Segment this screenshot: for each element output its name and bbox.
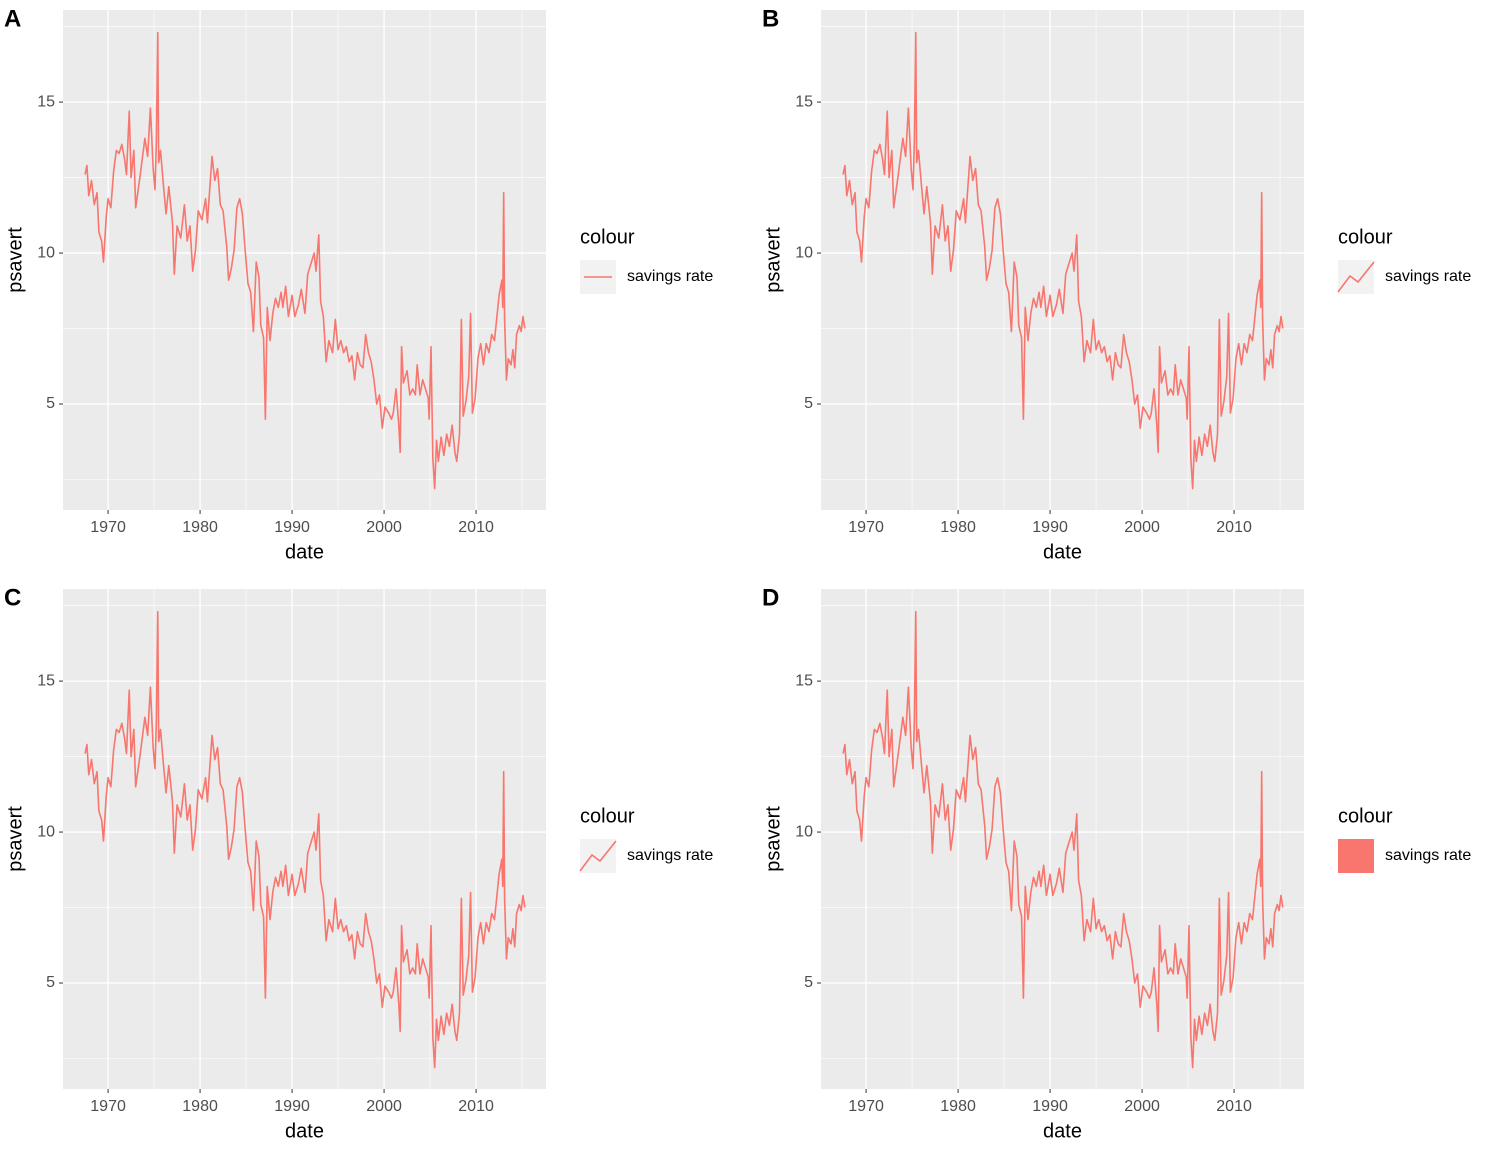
x-axis-title: date [285,541,324,563]
x-tick-label: 1980 [182,519,218,536]
legend-key-background [1338,260,1374,294]
legend-label: savings rate [1385,268,1471,285]
x-tick-label: 1990 [1032,1098,1068,1115]
legend-label: savings rate [1385,847,1471,864]
x-tick-label: 2000 [366,1098,402,1115]
x-tick-label: 1980 [940,519,976,536]
y-axis-title: psavert [4,806,26,872]
x-tick-label: 1980 [182,1098,218,1115]
x-axis-title: date [1043,541,1082,563]
legend-title: colour [1338,226,1393,248]
y-tick-label: 10 [37,823,55,840]
y-axis-title: psavert [762,227,784,293]
legend-key [579,840,617,872]
legend-key-background [580,839,616,873]
plot-background [63,10,546,510]
legend-title: colour [580,226,635,248]
y-tick-label: 5 [46,974,55,991]
legend-key [1338,839,1374,873]
panel-tag: D [762,584,779,611]
y-axis-title: psavert [762,806,784,872]
y-tick-label: 15 [795,672,813,689]
y-tick-label: 15 [37,672,55,689]
legend-title: colour [1338,805,1393,827]
x-tick-label: 2010 [458,1098,494,1115]
data-line [84,31,526,490]
plot-background [63,589,546,1089]
legend-label: savings rate [627,268,713,285]
y-tick-label: 15 [795,93,813,110]
plot-background [821,10,1304,510]
panel-tag: A [4,5,21,32]
y-tick-label: 10 [37,244,55,261]
x-tick-label: 2000 [1124,1098,1160,1115]
x-tick-label: 1980 [940,1098,976,1115]
x-axis-title: date [285,1120,324,1142]
y-tick-label: 5 [46,395,55,412]
data-line [842,610,1284,1069]
x-tick-label: 2010 [1216,519,1252,536]
x-tick-label: 1990 [274,519,310,536]
legend-label: savings rate [627,847,713,864]
y-axis-title: psavert [4,227,26,293]
panel: C 1970 1980 1990 2000 2010 5 10 15 date psavert col… [4,584,713,1142]
x-tick-label: 1990 [1032,519,1068,536]
x-tick-label: 1970 [848,1098,884,1115]
panel: D 1970 1980 1990 2000 2010 5 10 15 date psavert col… [762,584,1471,1142]
x-tick-label: 1970 [90,1098,126,1115]
panel-tag: C [4,584,21,611]
y-tick-label: 5 [804,974,813,991]
y-tick-label: 5 [804,395,813,412]
x-tick-label: 1970 [848,519,884,536]
legend-key [1337,261,1375,293]
x-tick-label: 2010 [458,519,494,536]
y-tick-label: 10 [795,244,813,261]
data-line [84,610,526,1069]
x-tick-label: 1990 [274,1098,310,1115]
panel: B 1970 1980 1990 2000 2010 5 10 15 date psavert col… [762,5,1471,563]
legend-title: colour [580,805,635,827]
y-tick-label: 10 [795,823,813,840]
panel-tag: B [762,5,779,32]
data-line [842,31,1284,490]
plot-background [821,589,1304,1089]
x-tick-label: 2010 [1216,1098,1252,1115]
x-tick-label: 2000 [366,519,402,536]
x-tick-label: 1970 [90,519,126,536]
panel: A 1970 1980 1990 2000 2010 5 10 15 date psavert col… [4,5,713,563]
x-tick-label: 2000 [1124,519,1160,536]
x-axis-title: date [1043,1120,1082,1142]
y-tick-label: 15 [37,93,55,110]
